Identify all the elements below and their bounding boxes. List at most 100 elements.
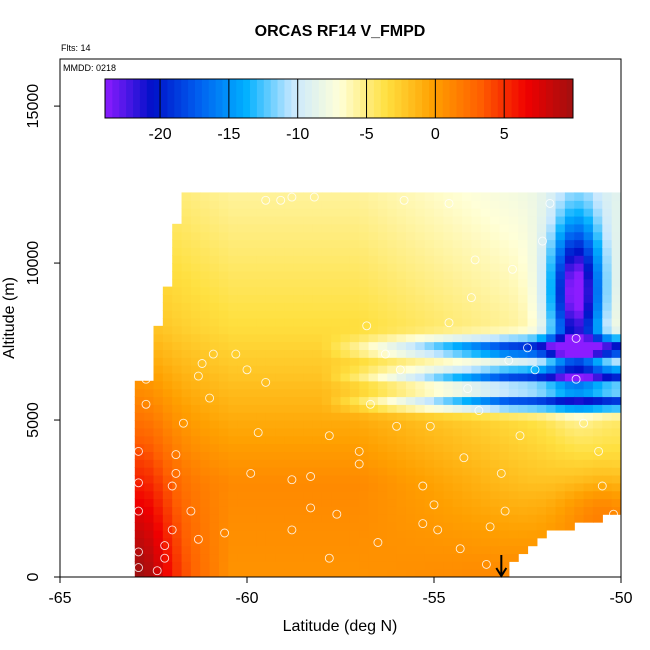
heatmap-cell [331, 349, 342, 358]
heatmap-cell [312, 490, 323, 500]
heatmap-cell [190, 208, 201, 217]
heatmap-cell [583, 490, 594, 500]
heatmap-cell [396, 435, 407, 445]
colorbar-segment [297, 79, 306, 118]
heatmap-cell [340, 333, 351, 343]
heatmap-cell [247, 435, 257, 445]
heatmap-cell [602, 192, 613, 201]
heatmap-cell [237, 498, 248, 507]
heatmap-cell [162, 569, 173, 577]
heatmap-cell [546, 514, 557, 523]
heatmap-cell [583, 372, 594, 382]
heatmap-cell [443, 388, 454, 398]
heatmap-cell [592, 333, 603, 343]
colorbar-segment [228, 79, 237, 118]
heatmap-cell [574, 459, 585, 468]
heatmap-cell [527, 286, 538, 296]
heatmap-cell [546, 278, 557, 288]
heatmap-cell [490, 474, 501, 484]
heatmap-cell [228, 231, 239, 241]
heatmap-cell [434, 482, 444, 492]
heatmap-cell [190, 420, 201, 429]
heatmap-cell [218, 459, 229, 468]
heatmap-cell [415, 435, 426, 445]
heatmap-cell [228, 443, 239, 453]
heatmap-cell [190, 412, 201, 421]
heatmap-cell [536, 192, 547, 201]
heatmap-cell [312, 365, 323, 374]
heatmap-cell [200, 310, 211, 319]
heatmap-cell [462, 529, 472, 539]
heatmap-cell [424, 474, 435, 484]
heatmap-cell [443, 459, 454, 468]
heatmap-cell [153, 380, 164, 390]
heatmap-cell [499, 522, 510, 531]
heatmap-cell [396, 333, 407, 343]
heatmap-cell [349, 200, 360, 209]
heatmap-cell [564, 498, 575, 507]
heatmap-cell [359, 255, 370, 264]
heatmap-cell [405, 420, 416, 429]
heatmap-cell [190, 545, 201, 555]
heatmap-cell [387, 404, 398, 413]
heatmap-cell [396, 200, 407, 209]
heatmap-cell [471, 255, 482, 264]
heatmap-cell [190, 474, 201, 484]
colorbar-segment [387, 79, 395, 118]
heatmap-cell [237, 208, 248, 217]
heatmap-cell [284, 357, 295, 366]
heatmap-cell [592, 427, 603, 437]
heatmap-cell [405, 529, 416, 539]
heatmap-cell [209, 482, 220, 492]
heatmap-cell [144, 498, 155, 507]
heatmap-cell [162, 545, 173, 555]
heatmap-cell [312, 270, 323, 280]
heatmap-cell [490, 435, 501, 445]
heatmap-cell [284, 239, 295, 248]
heatmap-cell [340, 537, 351, 547]
heatmap-cell [265, 569, 276, 577]
heatmap-cell [256, 192, 267, 201]
heatmap-cell [209, 404, 220, 413]
heatmap-cell [190, 506, 201, 515]
heatmap-cell [377, 208, 388, 217]
heatmap-cell [480, 553, 491, 562]
heatmap-cell [247, 545, 257, 555]
heatmap-cell [275, 561, 285, 570]
sample-point [134, 478, 143, 488]
heatmap-cell [368, 435, 379, 445]
heatmap-cell [471, 349, 482, 358]
heatmap-cell [321, 286, 332, 296]
heatmap-cell [611, 223, 621, 233]
heatmap-cell [405, 270, 416, 280]
heatmap-cell [181, 278, 192, 288]
heatmap-cell [592, 388, 603, 398]
heatmap-cell [181, 553, 192, 562]
heatmap-cell [387, 506, 398, 515]
heatmap-cell [583, 223, 594, 233]
heatmap-cell [387, 467, 398, 476]
heatmap-cell [443, 192, 454, 201]
heatmap-cell [592, 365, 603, 374]
heatmap-cell [536, 529, 547, 539]
heatmap-cell [536, 435, 547, 445]
heatmap-cell [424, 255, 435, 264]
heatmap-cell [564, 357, 575, 366]
heatmap-cell [424, 443, 435, 453]
heatmap-cell [424, 498, 435, 507]
heatmap-cell [536, 380, 547, 390]
heatmap-cell [518, 200, 529, 209]
heatmap-cell [321, 192, 332, 201]
heatmap-cell [555, 192, 566, 201]
sample-point [171, 450, 181, 460]
heatmap-cell [480, 490, 491, 500]
heatmap-cell [405, 506, 416, 515]
heatmap-cell [293, 529, 304, 539]
heatmap-cell [518, 349, 529, 358]
heatmap-cell [349, 270, 360, 280]
heatmap-cell [228, 490, 239, 500]
heatmap-cell [471, 396, 482, 405]
heatmap-cell [237, 474, 248, 484]
heatmap-cell [256, 459, 267, 468]
heatmap-cell [340, 255, 351, 264]
